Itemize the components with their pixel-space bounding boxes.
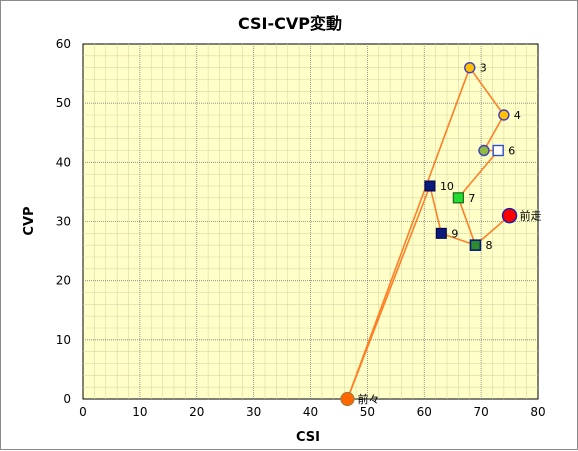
- point-label-6: 6: [508, 145, 515, 158]
- data-point-6: [492, 144, 504, 157]
- point-label-9: 9: [451, 227, 458, 240]
- y-tick-label: 30: [56, 215, 71, 229]
- series-line-segment: [457, 149, 499, 199]
- x-tick-label: 70: [473, 405, 488, 419]
- point-labels: 前々 3 4 6 7 8 9 10 前走: [357, 62, 541, 406]
- y-axis-label: CVP: [22, 206, 37, 235]
- grid-lines: [83, 44, 538, 399]
- x-tick-label: 40: [303, 405, 318, 419]
- x-tick-label: 30: [246, 405, 261, 419]
- point-label-10: 10: [440, 180, 454, 193]
- series-line-segment: [346, 185, 431, 400]
- y-tick-label: 20: [56, 274, 71, 288]
- series-line-segment: [429, 185, 443, 234]
- point-label-8: 8: [485, 239, 492, 252]
- series-line-segment: [483, 114, 505, 151]
- data-point-9: [435, 227, 447, 239]
- data-point-前々: [340, 391, 355, 407]
- y-tick-label: 40: [56, 155, 71, 169]
- data-points: [340, 61, 518, 407]
- data-point-前走: [501, 207, 518, 224]
- y-tick-label: 10: [56, 333, 71, 347]
- x-axis-label: CSI: [296, 430, 320, 445]
- x-tick-label: 80: [530, 405, 545, 419]
- point-label-7: 7: [468, 192, 475, 205]
- y-tick-label: 60: [56, 37, 71, 51]
- x-tick-label: 0: [79, 405, 87, 419]
- series-line-segment: [457, 197, 477, 246]
- y-tick-label: 50: [56, 96, 71, 110]
- chart-title: CSI-CVP変動: [238, 14, 342, 33]
- data-point-10: [424, 180, 436, 192]
- point-label-4: 4: [514, 109, 521, 122]
- data-point-4: [498, 109, 510, 121]
- point-label-前走: 前走: [520, 209, 542, 223]
- y-tick-label: 0: [63, 392, 71, 406]
- series-line-segment: [469, 67, 505, 116]
- data-point-7: [452, 192, 464, 204]
- series-line-segment: [346, 67, 471, 400]
- data-point-3: [464, 61, 476, 74]
- x-tick-label: 20: [189, 405, 204, 419]
- data-point-5: [478, 144, 490, 157]
- x-tick-label: 60: [417, 405, 432, 419]
- data-point-8: [469, 239, 482, 251]
- x-tick-label: 10: [132, 405, 147, 419]
- x-tick-label: 50: [360, 405, 375, 419]
- tick-labels: 0 10 20 30 40 50 60 70 80 0 10 20 30 40 50 60: [56, 37, 546, 419]
- plot-area: [82, 43, 539, 400]
- point-label-前々: 前々: [357, 392, 379, 406]
- point-label-3: 3: [480, 62, 487, 75]
